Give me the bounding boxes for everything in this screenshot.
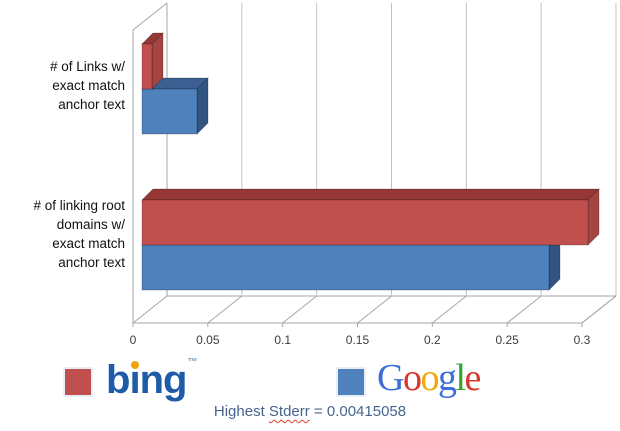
legend-item-bing: bı ng™ <box>63 358 197 400</box>
category-label-root-domains: # of linking root domains w/ exact match… <box>33 198 125 270</box>
x-tick-label: 0 <box>130 333 137 347</box>
bing-letter-i: ı <box>129 358 140 402</box>
google-letter: o <box>402 357 422 399</box>
legend-swatch-bing <box>63 367 93 397</box>
bar-bing-root-domains <box>141 188 600 246</box>
gridlines <box>132 3 617 327</box>
x-tick-label: 0.1 <box>274 333 291 347</box>
x-tick-label: 0.25 <box>495 333 519 347</box>
category-label-links: # of Links w/ exact match anchor text <box>49 59 125 112</box>
bar-bing-links <box>141 32 164 90</box>
google-letter: e <box>464 357 482 399</box>
google-letter: o <box>420 357 439 399</box>
google-logo: Google <box>377 357 482 399</box>
bing-trademark: ™ <box>187 357 197 368</box>
bar-chart-3d: 0 0.05 0.1 0.15 0.2 0.25 0.3 <box>130 2 617 347</box>
caption-value: = 0.00415058 <box>309 403 407 420</box>
google-letter: l <box>455 357 466 399</box>
caption-stderr-word: Stderr <box>268 403 310 420</box>
x-tick-label: 0.3 <box>574 333 591 347</box>
x-tick-label: 0.15 <box>346 333 370 347</box>
legend-swatch-google <box>336 367 366 397</box>
legend-item-google: Google <box>336 359 481 399</box>
google-letter: g <box>437 357 457 399</box>
x-tick-label: 0.05 <box>196 333 220 347</box>
stderr-caption: Highest Stderr = 0.00415058 <box>0 403 620 420</box>
bing-dot-icon <box>131 361 140 369</box>
bing-logo: bı ng™ <box>106 357 197 402</box>
caption-prefix: Highest <box>213 403 269 420</box>
x-axis-tick-labels: 0 0.05 0.1 0.15 0.2 0.25 0.3 <box>130 333 591 347</box>
x-tick-label: 0.2 <box>424 333 441 347</box>
google-letter: G <box>377 357 404 399</box>
